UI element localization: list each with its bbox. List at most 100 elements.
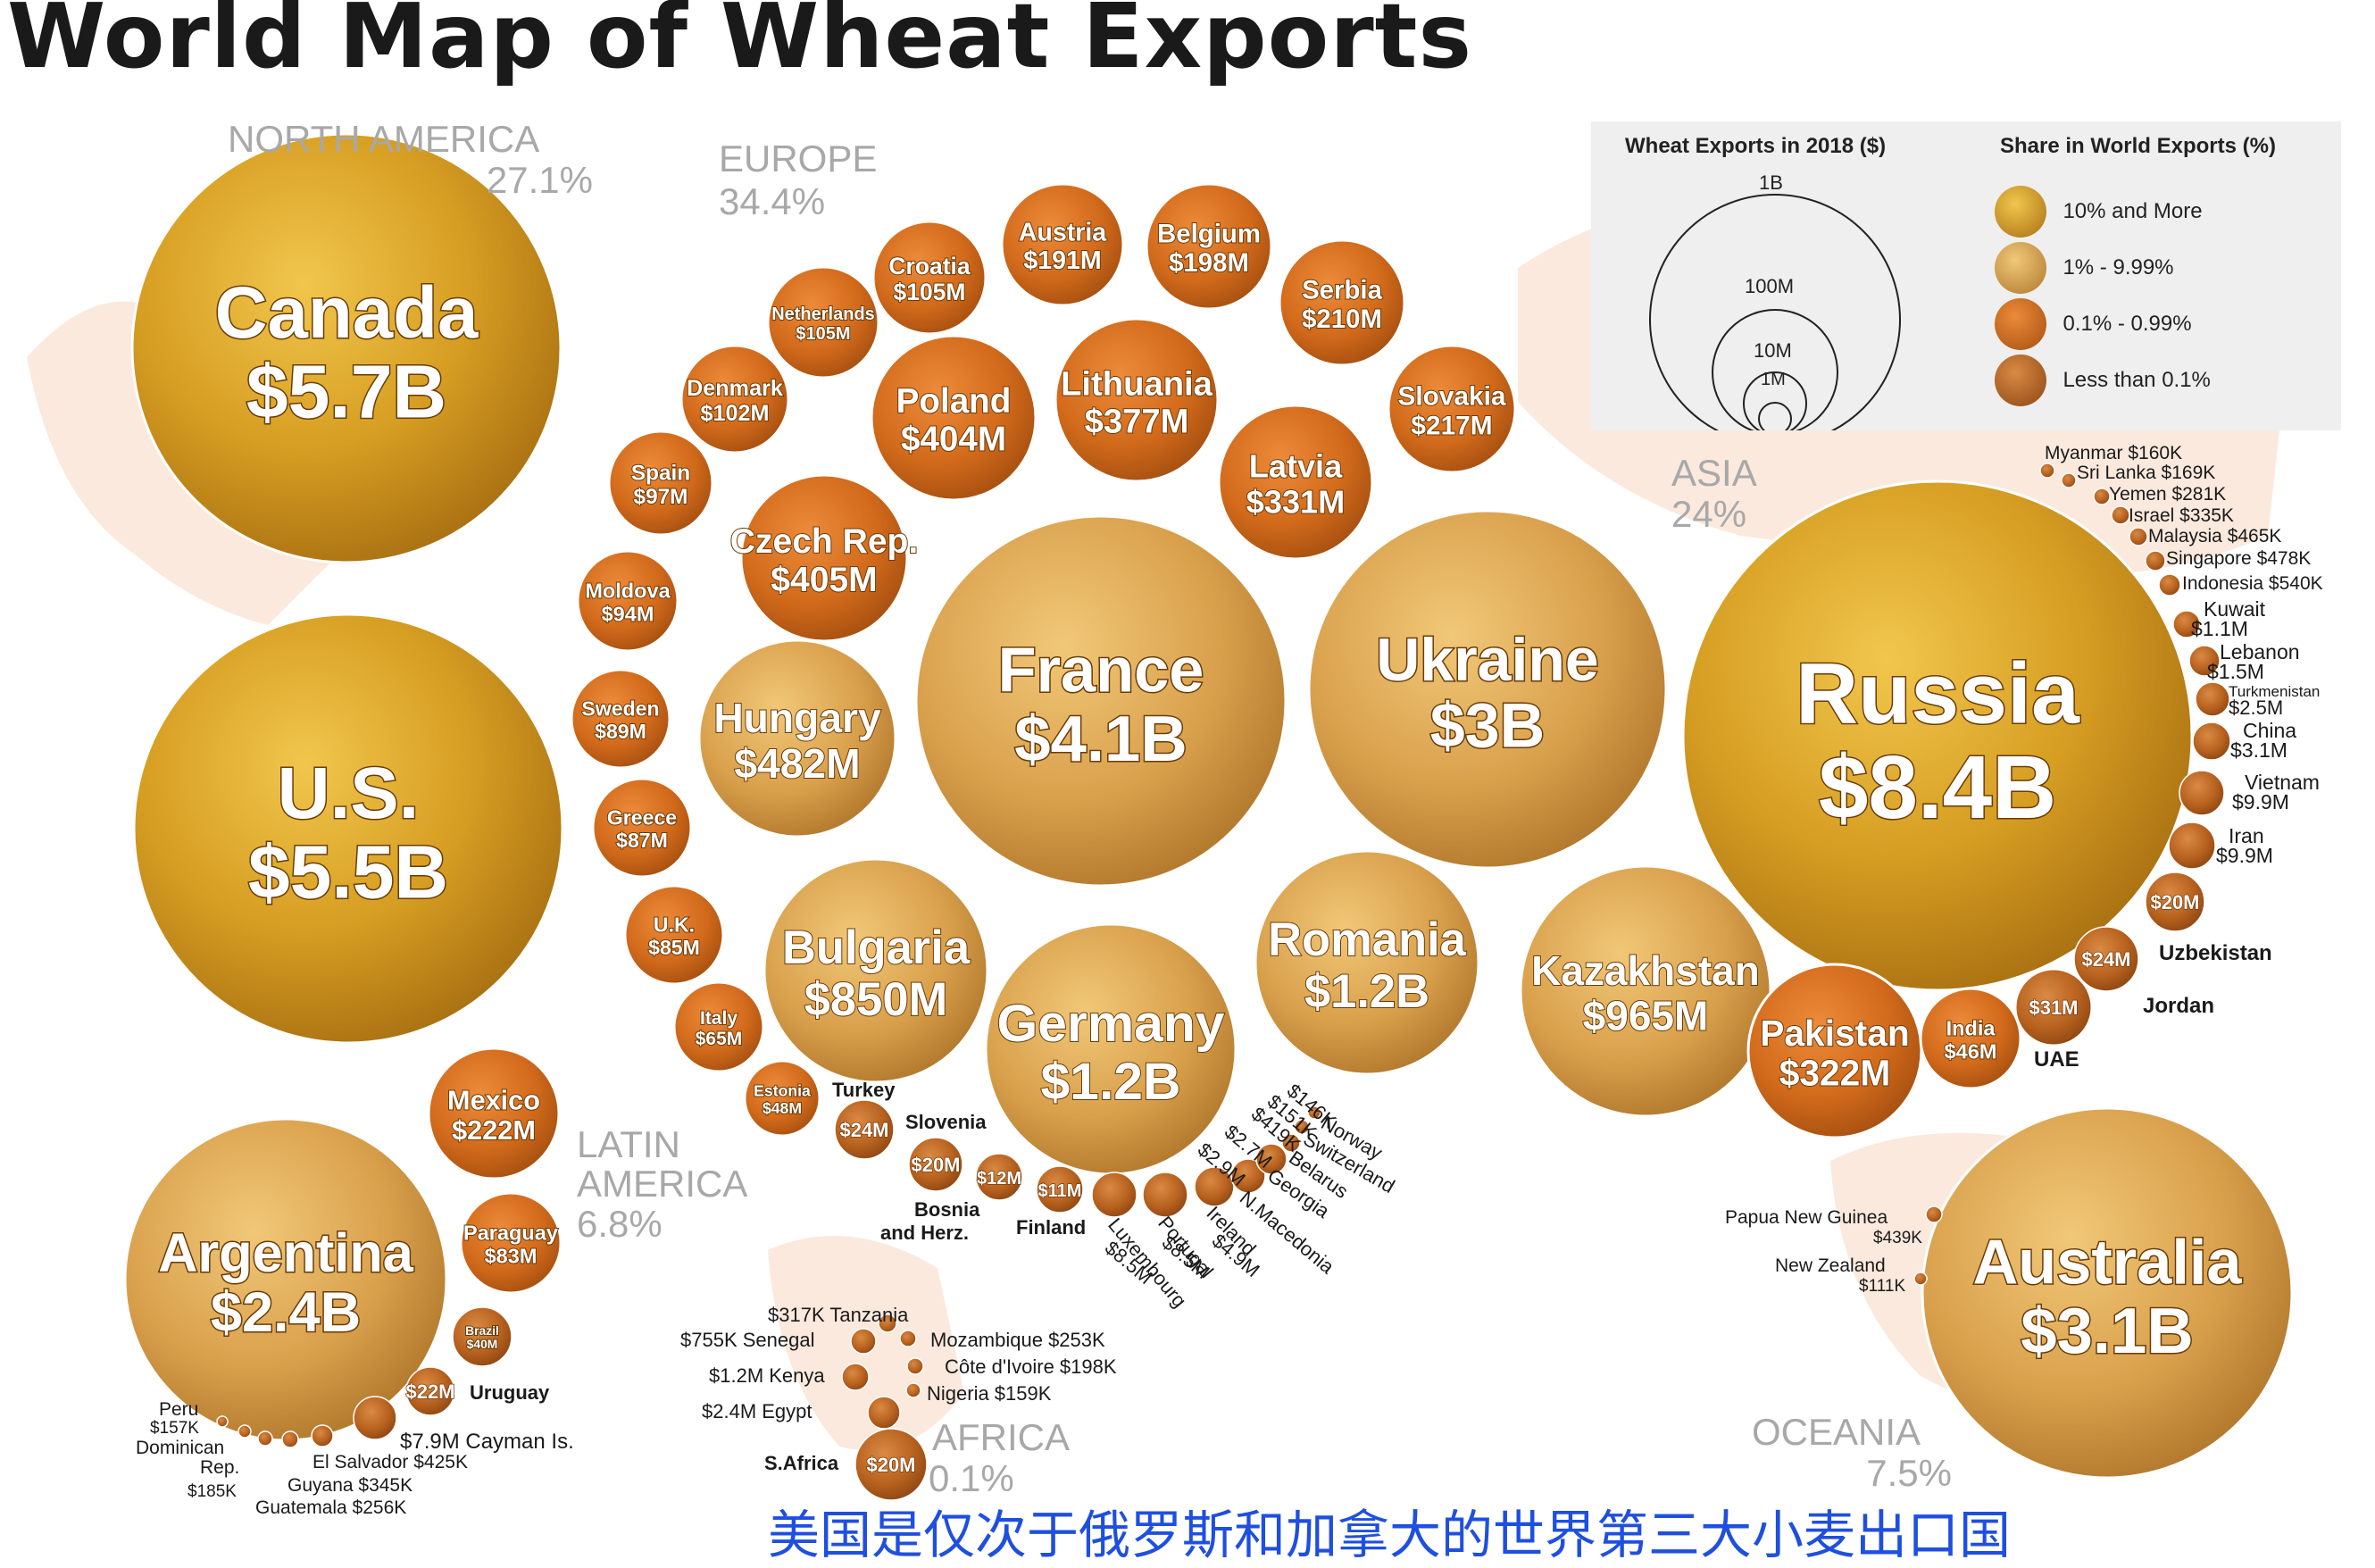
legend-swatch-icon: [1995, 186, 2046, 238]
ext-label-nigeria: Nigeria $159K: [927, 1382, 1052, 1405]
ext-label-peru: Peru: [159, 1399, 198, 1420]
ext-label-new-zealand: New Zealand: [1775, 1255, 1886, 1276]
legend-share-item-1: 1% - 9.99%: [1995, 242, 2174, 294]
ext-label-lebanon-v: $1.5M: [2207, 660, 2264, 683]
region-label-latin-america-line2: AMERICA: [577, 1163, 747, 1205]
bubble-finland: [1036, 1165, 1084, 1214]
legend-swatch-icon: [1995, 354, 2046, 406]
bubble-netherlands: [766, 265, 880, 379]
ext-label-dominican-rep: Rep.: [200, 1457, 239, 1478]
bubble-slovenia: [908, 1137, 963, 1192]
bubble-value-belgium: $198M: [1169, 248, 1249, 278]
bubble-serbia: [1278, 238, 1406, 367]
bubbles-layer: [123, 132, 2294, 1501]
ext-label-jordan: Jordan: [2143, 994, 2214, 1018]
ext-label-papua-new-guinea-v: $439K: [1873, 1229, 1922, 1247]
ext-label-mozambique: Mozambique $253K: [930, 1329, 1105, 1351]
bubble-value-serbia: $210M: [1302, 304, 1382, 334]
bubble-name-ukraine: Ukraine: [1376, 626, 1598, 694]
bubble-value-paraguay: $83M: [485, 1244, 538, 1267]
bubble-value-uruguay: $22M: [405, 1380, 454, 1403]
bubble-lebanon: [2188, 645, 2221, 677]
bubble-value-germany: $1.2B: [1041, 1053, 1181, 1111]
ext-label-lebanon: Lebanon: [2220, 640, 2300, 663]
bubble-name-poland: Poland: [896, 382, 1012, 421]
bubble-name-greece: Greece: [607, 806, 677, 830]
bubble-singapore: [2145, 550, 2166, 571]
ext-label-singapore: Singapore $478K: [2166, 548, 2311, 569]
bubble-sweden: [570, 668, 671, 770]
legend-swatch-icon: [1995, 298, 2046, 350]
bubble-value-uzbekistan: $20M: [2150, 891, 2199, 913]
bubble-value-russia: $8.4B: [1819, 738, 2056, 838]
ext-label-dominican-rep: Dominican: [136, 1438, 224, 1458]
ext-label-malaysia: Malaysia $465K: [2148, 526, 2281, 546]
bubble-sri-lanka: [2061, 472, 2077, 488]
bubble-name-latvia: Latvia: [1249, 448, 1343, 485]
bubble-georgia: [1255, 1143, 1288, 1175]
ext-label-indonesia: Indonesia $540K: [2182, 573, 2323, 594]
ext-label-bosnia-and-herz: and Herz.: [880, 1222, 969, 1244]
bubble-name-u-s: U.S.: [278, 753, 420, 834]
bubble-value-slovakia: $217M: [1411, 411, 1492, 440]
bubble-greece: [591, 777, 693, 879]
region-label-africa: AFRICA: [932, 1416, 1070, 1458]
region-label-europe: EUROPE: [719, 138, 877, 179]
bubble-czech-rep: [739, 473, 909, 643]
chart-title: World Map of Wheat Exports: [7, 0, 1472, 88]
ext-label-guyana: Guyana $345K: [288, 1475, 412, 1496]
bubble-name-austria: Austria: [1019, 219, 1107, 247]
bubble-malaysia: [2129, 527, 2148, 546]
bubble-value-estonia: $48M: [762, 1099, 802, 1117]
ext-label-dominican-rep: $185K: [188, 1482, 237, 1501]
bubble-value-bosnia-and-herz: $12M: [977, 1169, 1021, 1189]
bubble-turkmenistan: [2195, 681, 2230, 717]
bubble-value-brazil: $40M: [467, 1337, 498, 1351]
bubble-value-moldova: $94M: [602, 602, 654, 625]
bubble-el-salvador: [257, 1430, 273, 1447]
bubble-value-canada: $5.7B: [246, 350, 446, 434]
bubble-new-zealand: [1913, 1272, 1928, 1286]
ext-label-cayman-is: $7.9M Cayman Is.: [400, 1430, 574, 1454]
bubble-bulgaria: [762, 857, 989, 1084]
bubble-kenya: [841, 1363, 870, 1391]
bubble-spain: [607, 430, 714, 537]
bubble-value-france: $4.1B: [1014, 703, 1187, 775]
bubble-guatemala: [311, 1424, 334, 1447]
bubble-name-germany: Germany: [997, 995, 1225, 1053]
bubble-uruguay: [405, 1366, 455, 1416]
bubble-name-italy: Italy: [700, 1008, 738, 1029]
ext-label-guatemala: Guatemala $256K: [255, 1497, 406, 1518]
bubble-poland: [870, 334, 1038, 502]
ext-label-uruguay: Uruguay: [470, 1381, 550, 1404]
bubble-name-sweden: Sweden: [581, 697, 659, 721]
bubble-luxembourg: [1091, 1172, 1138, 1218]
bubble-value-pakistan: $322M: [1779, 1053, 1891, 1094]
ext-label-vietnam-v: $9.9M: [2232, 790, 2289, 813]
bubble-iran: [2168, 822, 2216, 870]
bubble-france: [914, 514, 1288, 888]
bubble-name-belgium: Belgium: [1157, 220, 1261, 249]
bubble-name-romania: Romania: [1268, 913, 1467, 966]
bubble-name-denmark: Denmark: [687, 376, 784, 401]
region-share-europe: 34.4%: [719, 180, 825, 222]
bubble-value-romania: $1.2B: [1304, 965, 1429, 1018]
ext-label-iran: Iran: [2229, 824, 2264, 847]
bubble-canada: [130, 132, 562, 564]
bubble-slovakia: [1387, 344, 1517, 474]
region-label-latin-america-line1: LATIN: [577, 1123, 680, 1165]
legend-share-item-2: 0.1% - 0.99%: [1995, 298, 2192, 350]
region-label-asia: ASIA: [1671, 452, 1757, 494]
bubble-value-netherlands: $105M: [796, 324, 850, 344]
bubble-value-kazakhstan: $965M: [1583, 993, 1709, 1039]
bubble-india: [1919, 987, 2022, 1090]
bubble-value-mexico: $222M: [452, 1115, 536, 1146]
ext-label-peru: $157K: [150, 1419, 199, 1438]
ext-label-kuwait: Kuwait: [2204, 597, 2266, 621]
bubble-myanmar: [2039, 463, 2055, 479]
bubble-name-mexico: Mexico: [447, 1085, 540, 1115]
bubble-value-czech-rep: $405M: [771, 561, 877, 599]
labels-layer: Canada$5.7B U.S.$5.5B Mexico$222M Argentina…: [136, 118, 2323, 1518]
bubble-senegal: [850, 1328, 877, 1355]
legend-box: Wheat Exports in 2018 ($) Share in World…: [1591, 121, 2341, 430]
